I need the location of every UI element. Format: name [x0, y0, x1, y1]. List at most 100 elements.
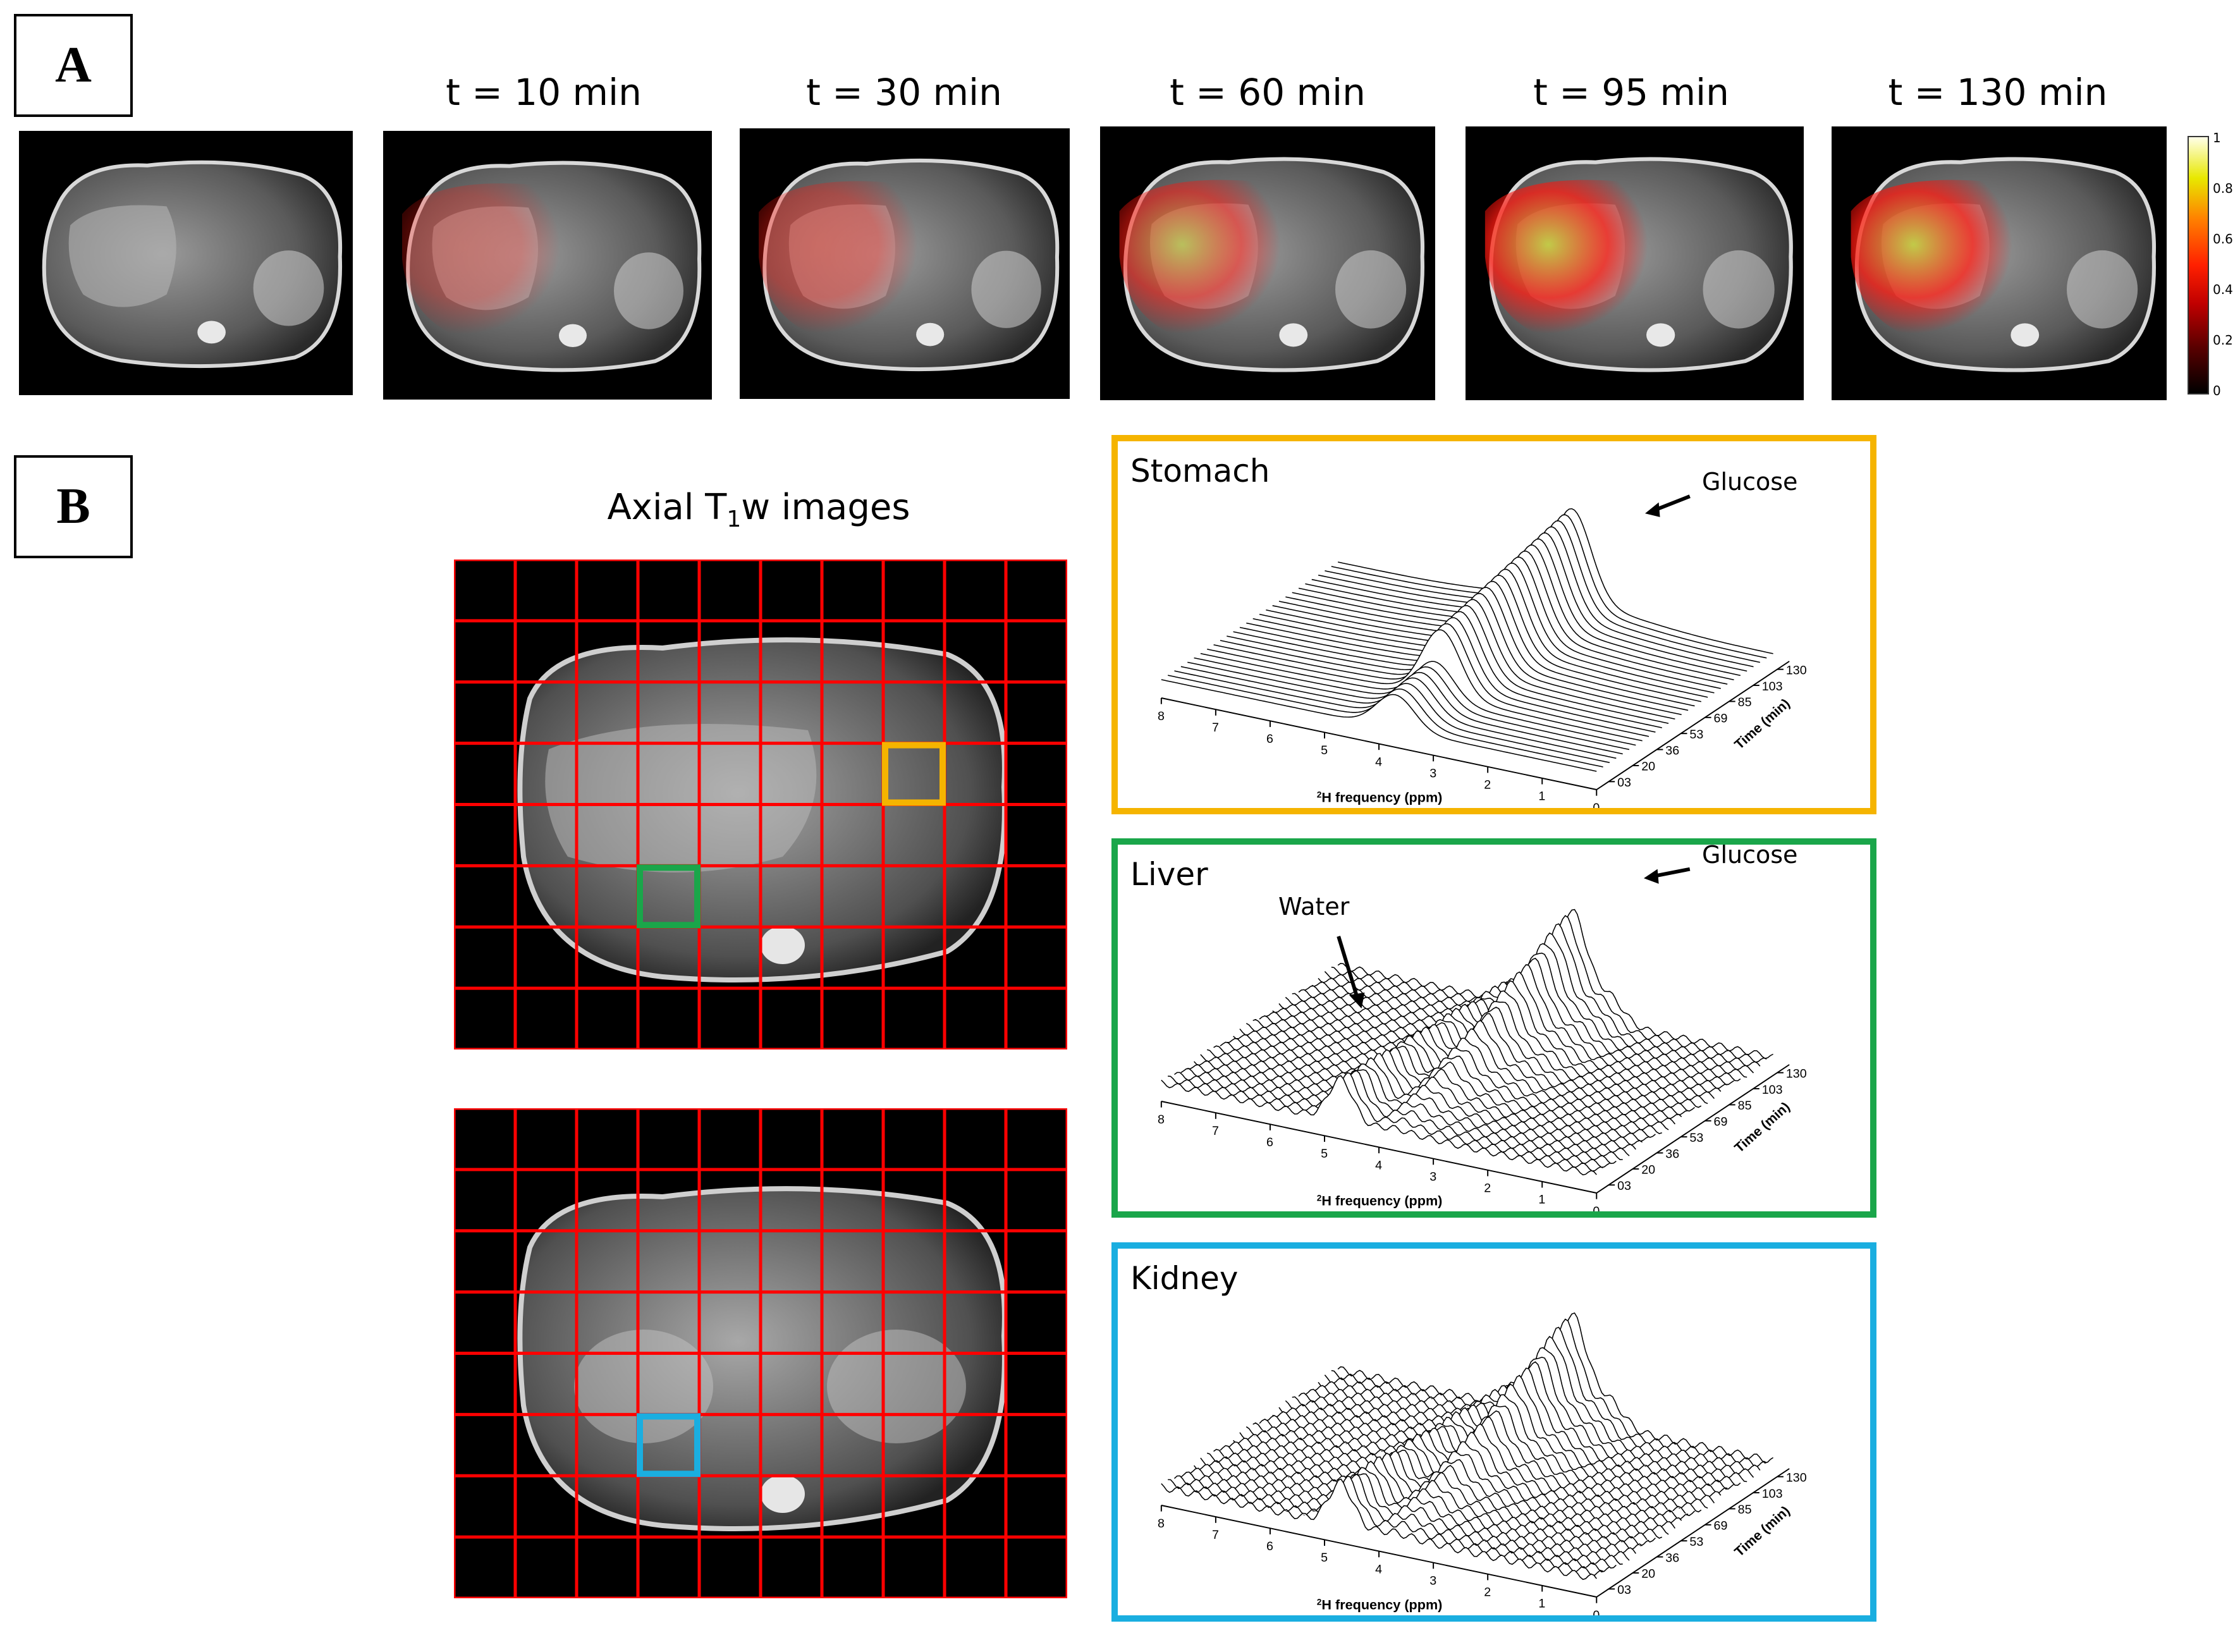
time-tick-label: 53 [1689, 728, 1703, 742]
ppm-tick-label: 2 [1484, 1586, 1491, 1600]
colorbar-tick: 0 [2213, 383, 2221, 398]
colorbar-tick: 0.6 [2213, 231, 2233, 247]
time-tick-label: 85 [1738, 1099, 1752, 1113]
time-tick-label: 69 [1714, 1115, 1728, 1129]
ppm-tick-label: 3 [1429, 1170, 1436, 1184]
stomach-spectrum-panel: Stomach 8 7 6 5 4 3 2 1 0 2H frequency (ppm) 03 20 3… [1111, 435, 1876, 814]
axial-liver [545, 724, 817, 872]
mri-kidney-region [614, 252, 683, 329]
water-arrow [1337, 936, 1359, 998]
ppm-tick-label: 7 [1212, 1528, 1219, 1542]
spectrum-trace [1206, 1452, 1643, 1550]
time-label-10: t = 10 min [446, 71, 642, 114]
time-tick-label: 03 [1617, 1179, 1631, 1193]
ppm-tick-label: 2 [1484, 1182, 1491, 1196]
glucose-arrow [1652, 867, 1691, 879]
time-axis [1596, 1468, 1790, 1598]
deuterium-overlay [402, 183, 578, 342]
colorbar-tick: 1 [2213, 130, 2221, 145]
ppm-tick-label: 5 [1321, 1551, 1328, 1565]
time-label-30: t = 30 min [806, 71, 1002, 114]
ppm-axis-label: 2H frequency (ppm) [1317, 1193, 1443, 1208]
spectrum-trace [1213, 1045, 1649, 1142]
time-tick-label: 20 [1641, 760, 1655, 774]
ppm-tick-label: 0 [1593, 1204, 1600, 1211]
time-tick-label: 20 [1641, 1163, 1655, 1177]
deuterium-overlay [1851, 180, 2031, 342]
ppm-tick-label: 4 [1375, 1158, 1382, 1172]
mri-kidney-region [253, 250, 324, 326]
deuterium-overlay [1119, 180, 1299, 342]
spectrum-trace [1168, 1476, 1603, 1577]
ppm-tick-label: 6 [1266, 732, 1273, 746]
time-tick-label: 85 [1738, 695, 1752, 709]
time-label-60: t = 60 min [1170, 71, 1366, 114]
time-tick-label: 85 [1738, 1503, 1752, 1517]
water-label-liver: Water [1278, 893, 1350, 921]
mri-baseline-image [19, 131, 353, 395]
axial-image-lower-grid [454, 1108, 1067, 1598]
roi-stomach-voxel [882, 742, 946, 806]
ppm-tick-label: 8 [1158, 709, 1165, 723]
stomach-title: Stomach [1130, 453, 1270, 489]
time-tick-label: 69 [1714, 1519, 1728, 1533]
ppm-tick-label: 2 [1484, 778, 1491, 792]
colorbar-tick: 0.8 [2213, 181, 2233, 196]
kidney-spectrum-panel: Kidney 8 7 6 5 4 3 2 1 0 2H frequency (ppm) 03 20 36… [1111, 1242, 1876, 1622]
ppm-tick-label: 0 [1593, 801, 1600, 808]
ppm-tick-label: 5 [1321, 1147, 1328, 1161]
time-tick-label: 36 [1665, 1551, 1679, 1565]
time-tick-label: 103 [1762, 1083, 1783, 1097]
mri-kidney-region [2067, 250, 2138, 329]
deuterium-overlay [759, 181, 936, 341]
glucose-arrow-head [1644, 869, 1659, 884]
mri-spine [916, 322, 945, 346]
spectrum-trace [1161, 679, 1597, 772]
time-tick-label: 53 [1689, 1535, 1703, 1549]
kidney-title: Kidney [1130, 1260, 1239, 1297]
spectrum-trace [1168, 1072, 1603, 1172]
time-tick-label: 103 [1762, 1487, 1783, 1501]
axial-spine [761, 1475, 805, 1513]
roi-liver-voxel [637, 864, 701, 929]
axial-image-upper-grid [454, 560, 1067, 1049]
time-tick-label: 69 [1714, 712, 1728, 726]
colorbar-tick: 0.2 [2213, 333, 2233, 348]
spectrum-trace [1206, 1049, 1643, 1146]
colorbar [2188, 136, 2209, 395]
ppm-tick-label: 8 [1158, 1517, 1165, 1531]
spectrum-trace [1213, 1448, 1649, 1546]
mri-liver-region [68, 205, 176, 307]
mri-overlay-95min [1466, 126, 1804, 400]
mri-overlay-130min [1832, 126, 2167, 400]
ppm-tick-label: 3 [1429, 1574, 1436, 1588]
panel-b-letter: B [14, 455, 133, 558]
ppm-tick-label: 5 [1321, 743, 1328, 757]
spectrum-trace [1173, 1473, 1610, 1573]
ppm-tick-label: 4 [1375, 1562, 1382, 1576]
water-arrow-head [1349, 992, 1365, 1009]
liver-title: Liver [1130, 856, 1208, 893]
time-tick-label: 53 [1689, 1131, 1703, 1145]
mri-overlay-60min [1100, 126, 1435, 400]
ppm-tick-label: 7 [1212, 721, 1219, 735]
time-tick-label: 03 [1617, 776, 1631, 790]
time-tick-label: 36 [1665, 1147, 1679, 1161]
axial-kidney-left [574, 1330, 713, 1443]
ppm-tick-label: 4 [1375, 755, 1382, 769]
spectrum-trace [1161, 1478, 1597, 1581]
ppm-tick-label: 1 [1538, 1597, 1545, 1611]
ppm-tick-label: 7 [1212, 1124, 1219, 1138]
ppm-tick-label: 1 [1538, 1193, 1545, 1207]
ppm-tick-label: 0 [1593, 1608, 1600, 1615]
time-axis [1596, 661, 1790, 790]
time-label-130: t = 130 min [1888, 71, 2108, 114]
mri-spine [2010, 323, 2040, 347]
roi-kidney-voxel [637, 1413, 701, 1478]
mri-kidney-region [1703, 250, 1775, 329]
ppm-axis-label: 2H frequency (ppm) [1317, 790, 1443, 805]
ppm-tick-label: 3 [1429, 767, 1436, 781]
liver-spectrum-panel: Liver 8 7 6 5 4 3 2 1 0 2H frequency (ppm) 03 20 36 5… [1111, 838, 1876, 1218]
mri-spine [1646, 323, 1675, 347]
mri-spine [1279, 323, 1308, 347]
